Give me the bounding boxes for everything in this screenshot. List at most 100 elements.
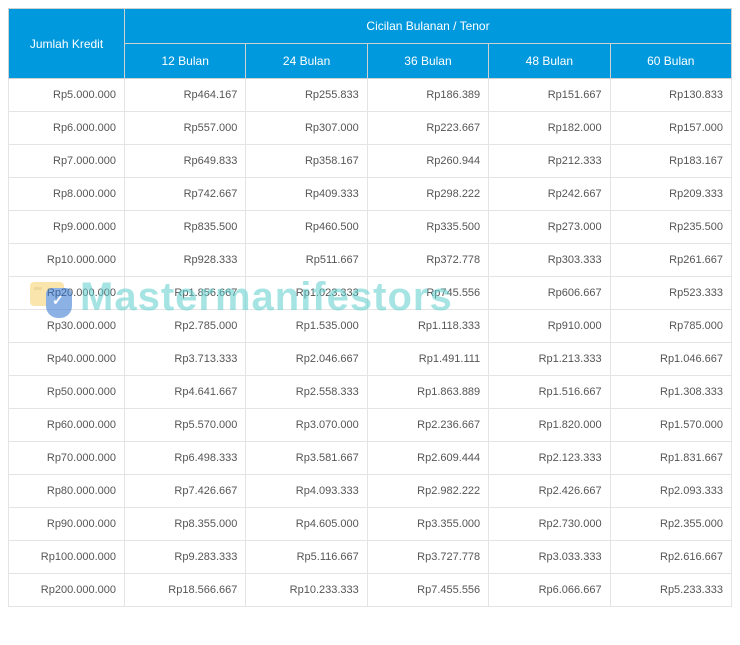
installment-cell: Rp235.500	[610, 211, 731, 244]
installment-cell: Rp358.167	[246, 145, 367, 178]
installment-cell: Rp7.426.667	[125, 475, 246, 508]
installment-cell: Rp511.667	[246, 244, 367, 277]
header-tenor-group: Cicilan Bulanan / Tenor	[125, 9, 732, 44]
credit-cell: Rp200.000.000	[9, 574, 125, 607]
installment-cell: Rp298.222	[367, 178, 488, 211]
installment-cell: Rp3.033.333	[489, 541, 610, 574]
installment-cell: Rp273.000	[489, 211, 610, 244]
installment-cell: Rp209.333	[610, 178, 731, 211]
table-row: Rp9.000.000Rp835.500Rp460.500Rp335.500Rp…	[9, 211, 732, 244]
installment-cell: Rp3.713.333	[125, 343, 246, 376]
header-tenor-48: 48 Bulan	[489, 44, 610, 79]
credit-cell: Rp60.000.000	[9, 409, 125, 442]
table-row: Rp20.000.000Rp1.856.667Rp1.023.333Rp745.…	[9, 277, 732, 310]
credit-cell: Rp5.000.000	[9, 79, 125, 112]
installment-cell: Rp9.283.333	[125, 541, 246, 574]
installment-cell: Rp4.641.667	[125, 376, 246, 409]
installment-cell: Rp2.046.667	[246, 343, 367, 376]
installment-cell: Rp2.616.667	[610, 541, 731, 574]
installment-cell: Rp460.500	[246, 211, 367, 244]
installment-cell: Rp1.570.000	[610, 409, 731, 442]
installment-cell: Rp606.667	[489, 277, 610, 310]
installment-cell: Rp5.233.333	[610, 574, 731, 607]
installment-cell: Rp928.333	[125, 244, 246, 277]
installment-cell: Rp307.000	[246, 112, 367, 145]
table-row: Rp100.000.000Rp9.283.333Rp5.116.667Rp3.7…	[9, 541, 732, 574]
header-tenor-60: 60 Bulan	[610, 44, 731, 79]
installment-cell: Rp2.609.444	[367, 442, 488, 475]
installment-cell: Rp3.355.000	[367, 508, 488, 541]
installment-cell: Rp785.000	[610, 310, 731, 343]
installment-cell: Rp2.355.000	[610, 508, 731, 541]
credit-cell: Rp6.000.000	[9, 112, 125, 145]
table-row: Rp60.000.000Rp5.570.000Rp3.070.000Rp2.23…	[9, 409, 732, 442]
credit-cell: Rp8.000.000	[9, 178, 125, 211]
installment-cell: Rp2.785.000	[125, 310, 246, 343]
installment-cell: Rp745.556	[367, 277, 488, 310]
installment-cell: Rp2.730.000	[489, 508, 610, 541]
installment-cell: Rp2.093.333	[610, 475, 731, 508]
installment-cell: Rp1.516.667	[489, 376, 610, 409]
credit-cell: Rp10.000.000	[9, 244, 125, 277]
installment-cell: Rp186.389	[367, 79, 488, 112]
installment-cell: Rp523.333	[610, 277, 731, 310]
installment-cell: Rp242.667	[489, 178, 610, 211]
table-row: Rp7.000.000Rp649.833Rp358.167Rp260.944Rp…	[9, 145, 732, 178]
table-row: Rp6.000.000Rp557.000Rp307.000Rp223.667Rp…	[9, 112, 732, 145]
table-row: Rp200.000.000Rp18.566.667Rp10.233.333Rp7…	[9, 574, 732, 607]
installment-cell: Rp1.856.667	[125, 277, 246, 310]
credit-cell: Rp90.000.000	[9, 508, 125, 541]
credit-cell: Rp20.000.000	[9, 277, 125, 310]
installment-cell: Rp5.570.000	[125, 409, 246, 442]
installment-cell: Rp1.213.333	[489, 343, 610, 376]
installment-cell: Rp3.727.778	[367, 541, 488, 574]
installment-cell: Rp151.667	[489, 79, 610, 112]
table-row: Rp30.000.000Rp2.785.000Rp1.535.000Rp1.11…	[9, 310, 732, 343]
table-row: Rp5.000.000Rp464.167Rp255.833Rp186.389Rp…	[9, 79, 732, 112]
credit-cell: Rp100.000.000	[9, 541, 125, 574]
table-row: Rp8.000.000Rp742.667Rp409.333Rp298.222Rp…	[9, 178, 732, 211]
installment-table: Jumlah Kredit Cicilan Bulanan / Tenor 12…	[8, 8, 732, 607]
credit-cell: Rp40.000.000	[9, 343, 125, 376]
installment-cell: Rp261.667	[610, 244, 731, 277]
installment-cell: Rp2.558.333	[246, 376, 367, 409]
installment-cell: Rp303.333	[489, 244, 610, 277]
installment-cell: Rp742.667	[125, 178, 246, 211]
installment-cell: Rp260.944	[367, 145, 488, 178]
installment-cell: Rp409.333	[246, 178, 367, 211]
installment-cell: Rp10.233.333	[246, 574, 367, 607]
table-row: Rp10.000.000Rp928.333Rp511.667Rp372.778R…	[9, 244, 732, 277]
table-row: Rp50.000.000Rp4.641.667Rp2.558.333Rp1.86…	[9, 376, 732, 409]
header-tenor-36: 36 Bulan	[367, 44, 488, 79]
credit-cell: Rp80.000.000	[9, 475, 125, 508]
installment-cell: Rp5.116.667	[246, 541, 367, 574]
credit-cell: Rp30.000.000	[9, 310, 125, 343]
installment-cell: Rp212.333	[489, 145, 610, 178]
installment-cell: Rp255.833	[246, 79, 367, 112]
installment-cell: Rp223.667	[367, 112, 488, 145]
header-tenor-12: 12 Bulan	[125, 44, 246, 79]
installment-cell: Rp3.581.667	[246, 442, 367, 475]
installment-cell: Rp1.831.667	[610, 442, 731, 475]
installment-cell: Rp1.023.333	[246, 277, 367, 310]
header-tenor-24: 24 Bulan	[246, 44, 367, 79]
installment-cell: Rp335.500	[367, 211, 488, 244]
installment-cell: Rp6.498.333	[125, 442, 246, 475]
table-row: Rp70.000.000Rp6.498.333Rp3.581.667Rp2.60…	[9, 442, 732, 475]
installment-cell: Rp2.236.667	[367, 409, 488, 442]
installment-cell: Rp372.778	[367, 244, 488, 277]
table-row: Rp80.000.000Rp7.426.667Rp4.093.333Rp2.98…	[9, 475, 732, 508]
installment-cell: Rp910.000	[489, 310, 610, 343]
installment-cell: Rp4.093.333	[246, 475, 367, 508]
installment-cell: Rp835.500	[125, 211, 246, 244]
credit-cell: Rp70.000.000	[9, 442, 125, 475]
installment-cell: Rp157.000	[610, 112, 731, 145]
credit-cell: Rp7.000.000	[9, 145, 125, 178]
installment-cell: Rp130.833	[610, 79, 731, 112]
table-row: Rp90.000.000Rp8.355.000Rp4.605.000Rp3.35…	[9, 508, 732, 541]
table-body: Rp5.000.000Rp464.167Rp255.833Rp186.389Rp…	[9, 79, 732, 607]
installment-cell: Rp4.605.000	[246, 508, 367, 541]
installment-cell: Rp1.820.000	[489, 409, 610, 442]
installment-cell: Rp464.167	[125, 79, 246, 112]
installment-cell: Rp1.491.111	[367, 343, 488, 376]
